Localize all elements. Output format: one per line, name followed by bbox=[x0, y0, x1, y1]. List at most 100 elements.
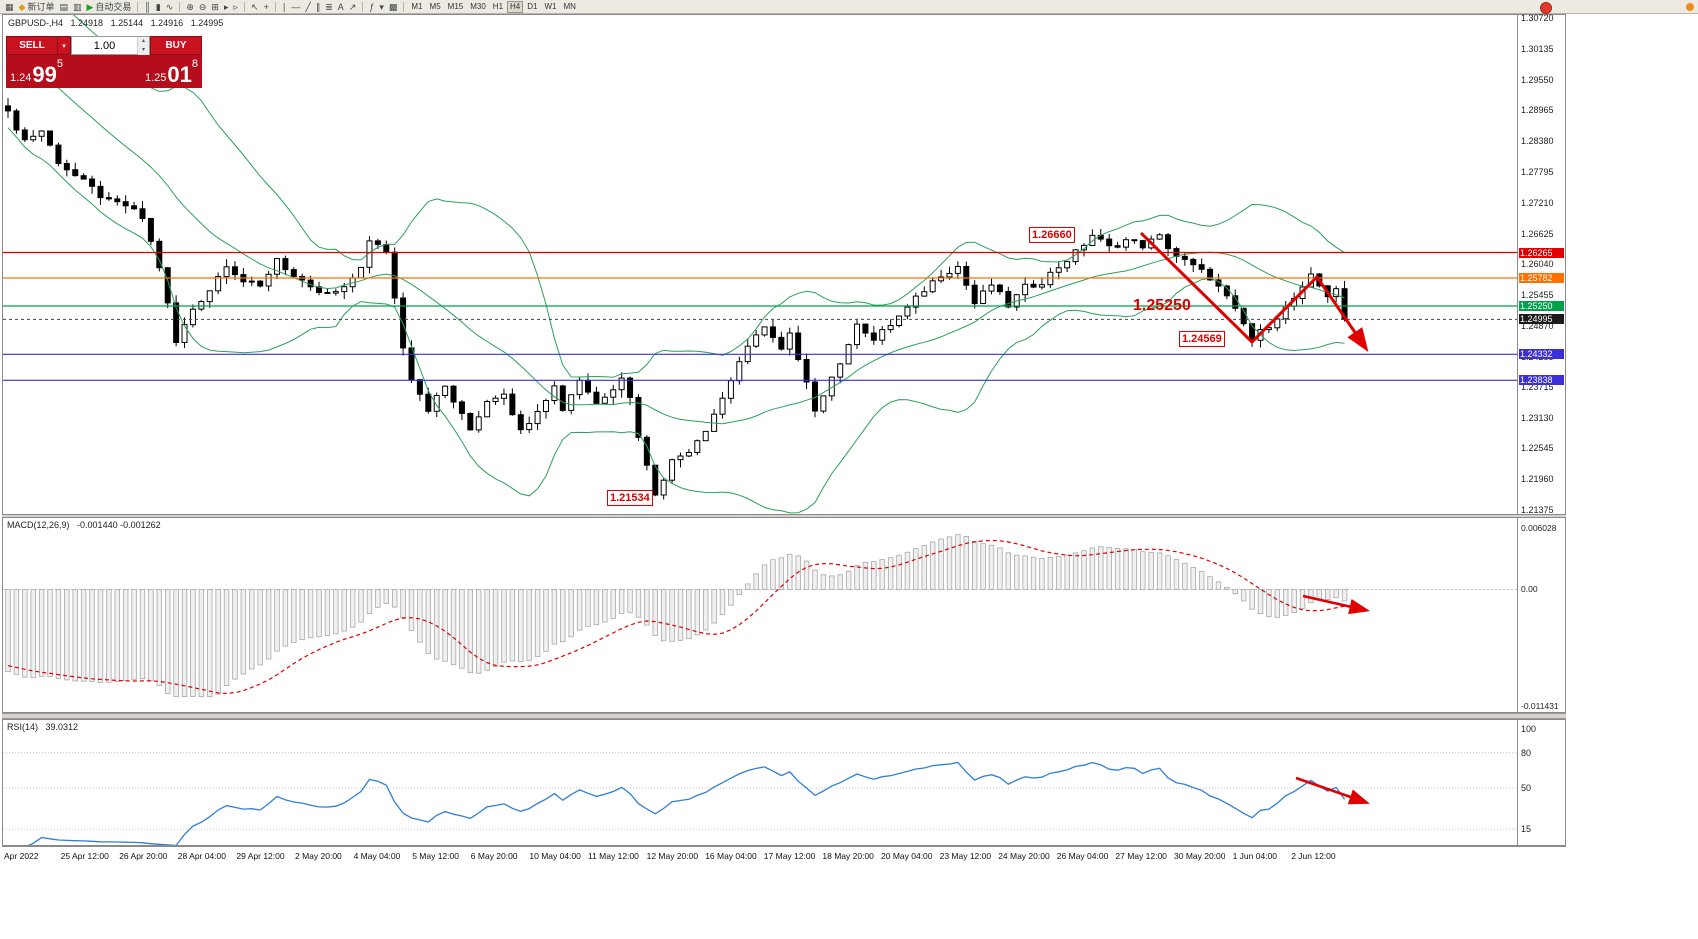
time-label: 20 May 04:00 bbox=[881, 851, 933, 861]
chart-window-icon[interactable]: ▤ bbox=[57, 1, 70, 13]
toolbar-separator bbox=[137, 1, 139, 12]
profiles-icon: ▥ bbox=[72, 1, 82, 12]
price-tick: 1.27795 bbox=[1521, 166, 1554, 177]
tile-windows-icon[interactable]: ⊞ bbox=[209, 1, 221, 13]
time-label: 29 Apr 12:00 bbox=[236, 851, 285, 861]
volume-down-button[interactable]: ▾ bbox=[138, 46, 149, 55]
time-label: 25 Apr 12:00 bbox=[60, 851, 109, 861]
price-axis[interactable]: 1.30720 1.30135 1.29550 1.28965 1.28380 1.277… bbox=[1517, 13, 1565, 515]
template-icon[interactable]: ▩ bbox=[387, 1, 400, 13]
bar-chart-icon: ║ bbox=[144, 1, 151, 12]
profiles-icon[interactable]: ▥ bbox=[71, 1, 84, 13]
time-label: 10 May 04:00 bbox=[529, 851, 581, 861]
rsi-tick: 15 bbox=[1521, 824, 1532, 835]
ohlc-close: 1.24995 bbox=[190, 18, 224, 28]
buy-button[interactable]: BUY bbox=[150, 36, 202, 55]
time-label: 24 May 20:00 bbox=[998, 851, 1050, 861]
timeframe-H4[interactable]: H4 bbox=[507, 0, 524, 13]
main-chart-panel: GBPUSD-,H4 1.24918 1.25144 1.24916 1.249… bbox=[2, 13, 1566, 515]
candlestick-chart-icon[interactable]: ▮ bbox=[154, 1, 163, 13]
toolbar: ▦ ◆ 新订单 ▤ ▥ ▶ 自动交易 ║ ▮ ∿ ⊕ ⊖ ⊞ ▸ ▹ ↖ + ∣ ― ╱ ∥ ≣ A ↗ ƒ ▾ ▩ M1 M5 M15 M… bbox=[0, 0, 1698, 14]
zoom-out-icon[interactable]: ⊖ bbox=[197, 1, 209, 13]
timeframe-H1[interactable]: H1 bbox=[492, 1, 504, 11]
arrows-tool-icon[interactable]: ↗ bbox=[347, 1, 359, 13]
timeframe-W1[interactable]: W1 bbox=[544, 1, 557, 11]
timeframe-M15[interactable]: M15 bbox=[447, 1, 464, 11]
volume-stepper: ▴ ▾ bbox=[137, 37, 149, 55]
price-tick: 1.28965 bbox=[1521, 105, 1554, 116]
buy-price[interactable]: 1.25 01 8 bbox=[104, 55, 202, 88]
buy-price-whole: 1.25 bbox=[144, 72, 167, 84]
price-tick: 1.26625 bbox=[1521, 228, 1554, 239]
rsi-label: RSI(14) 39.0312 bbox=[7, 722, 83, 732]
chart-shift-icon[interactable]: ▹ bbox=[231, 1, 240, 13]
horizontal-line-icon[interactable]: ― bbox=[289, 1, 302, 13]
cursor-icon[interactable]: ↖ bbox=[249, 1, 261, 13]
rsi-axis[interactable]: 100 80 50 15 bbox=[1517, 720, 1565, 845]
timeframe-M5[interactable]: M5 bbox=[429, 1, 441, 11]
price-tick: 1.24870 bbox=[1521, 320, 1554, 331]
rsi-arrow bbox=[1295, 776, 1370, 805]
chart-ohlc-header: GBPUSD-,H4 1.24918 1.25144 1.24916 1.249… bbox=[8, 18, 228, 28]
zoom-in-icon: ⊕ bbox=[186, 1, 194, 12]
time-label: 27 May 12:00 bbox=[1115, 851, 1167, 861]
volume-up-button[interactable]: ▴ bbox=[138, 37, 149, 46]
time-label: 4 May 04:00 bbox=[353, 851, 401, 861]
indicators-icon: ƒ bbox=[369, 1, 375, 12]
vertical-line-icon[interactable]: ∣ bbox=[280, 1, 289, 13]
timeframe-M1[interactable]: M1 bbox=[411, 1, 423, 11]
equidistant-channel-icon: ∥ bbox=[315, 1, 321, 12]
sell-dropdown-caret-icon[interactable]: ▾ bbox=[58, 36, 71, 55]
fibonacci-icon[interactable]: ≣ bbox=[323, 1, 335, 13]
vertical-line-icon: ∣ bbox=[281, 1, 287, 12]
time-label: 11 May 12:00 bbox=[588, 851, 639, 861]
line-chart-icon[interactable]: ∿ bbox=[164, 1, 176, 13]
time-label: 23 May 12:00 bbox=[939, 851, 992, 861]
price-chart[interactable]: 1.26660 1.25250 1.24569 1.21534 bbox=[3, 15, 1517, 514]
rsi-panel: RSI(14) 39.0312 100 80 50 15 bbox=[2, 719, 1566, 846]
price-tag-1.25250: 1.25250 bbox=[1519, 300, 1564, 311]
auto-scroll-icon[interactable]: ▸ bbox=[222, 1, 231, 13]
macd-chart[interactable] bbox=[3, 518, 1517, 712]
autotrading-button: ▶ bbox=[86, 1, 94, 12]
time-label: 12 May 20:00 bbox=[646, 851, 699, 861]
time-label: 17 May 12:00 bbox=[763, 851, 816, 861]
price-tag-1.24332: 1.24332 bbox=[1519, 349, 1564, 360]
rsi-line bbox=[27, 761, 1346, 845]
time-axis[interactable]: Apr 2022 25 Apr 12:00 26 Apr 20:00 28 Apr 0… bbox=[2, 846, 1566, 868]
trend-arrow bbox=[1139, 231, 1369, 352]
new-order-button[interactable]: ◆ 新订单 bbox=[17, 1, 57, 13]
candlestick-chart-icon: ▮ bbox=[155, 1, 161, 12]
crosshair-icon[interactable]: + bbox=[262, 1, 271, 13]
zoom-in-icon[interactable]: ⊕ bbox=[184, 1, 196, 13]
price-tag-1.25782: 1.25782 bbox=[1519, 272, 1564, 283]
buy-price-pipette: 8 bbox=[191, 58, 198, 70]
new-chart-icon[interactable]: ▦ bbox=[3, 1, 16, 13]
time-label: Apr 2022 bbox=[4, 851, 39, 861]
panel-splitter[interactable] bbox=[2, 713, 1566, 719]
timeframe-MN[interactable]: MN bbox=[563, 1, 576, 11]
timeframe-M30[interactable]: M30 bbox=[470, 1, 486, 11]
sell-price[interactable]: 1.24 99 5 bbox=[6, 55, 104, 88]
indicators-icon[interactable]: ƒ bbox=[367, 1, 376, 13]
timeframe-D1[interactable]: D1 bbox=[527, 1, 538, 11]
bar-chart-icon[interactable]: ║ bbox=[142, 1, 152, 13]
price-tick: 1.21960 bbox=[1521, 474, 1554, 485]
macd-axis[interactable]: 0.006028 0.00 -0.011431 bbox=[1517, 518, 1565, 712]
trendline-icon: ╱ bbox=[305, 1, 311, 12]
autotrading-button[interactable]: ▶ 自动交易 bbox=[84, 1, 133, 13]
time-label: 26 Apr 20:00 bbox=[119, 851, 168, 861]
tile-windows-icon: ⊞ bbox=[211, 1, 219, 12]
price-chart-svg bbox=[3, 15, 1517, 514]
text-label-icon[interactable]: A bbox=[336, 1, 346, 13]
rsi-chart[interactable] bbox=[3, 720, 1517, 845]
alert-dot-icon bbox=[1686, 3, 1694, 11]
trendline-icon[interactable]: ╱ bbox=[303, 1, 312, 13]
equidistant-channel-icon[interactable]: ∥ bbox=[314, 1, 323, 13]
buy-price-pips: 01 bbox=[167, 62, 192, 87]
period-dropdown-icon[interactable]: ▾ bbox=[377, 1, 386, 13]
sell-button[interactable]: SELL bbox=[6, 36, 58, 55]
community-icon[interactable] bbox=[1540, 2, 1552, 14]
panel-splitter[interactable] bbox=[2, 515, 1566, 517]
volume-input[interactable] bbox=[72, 37, 137, 54]
